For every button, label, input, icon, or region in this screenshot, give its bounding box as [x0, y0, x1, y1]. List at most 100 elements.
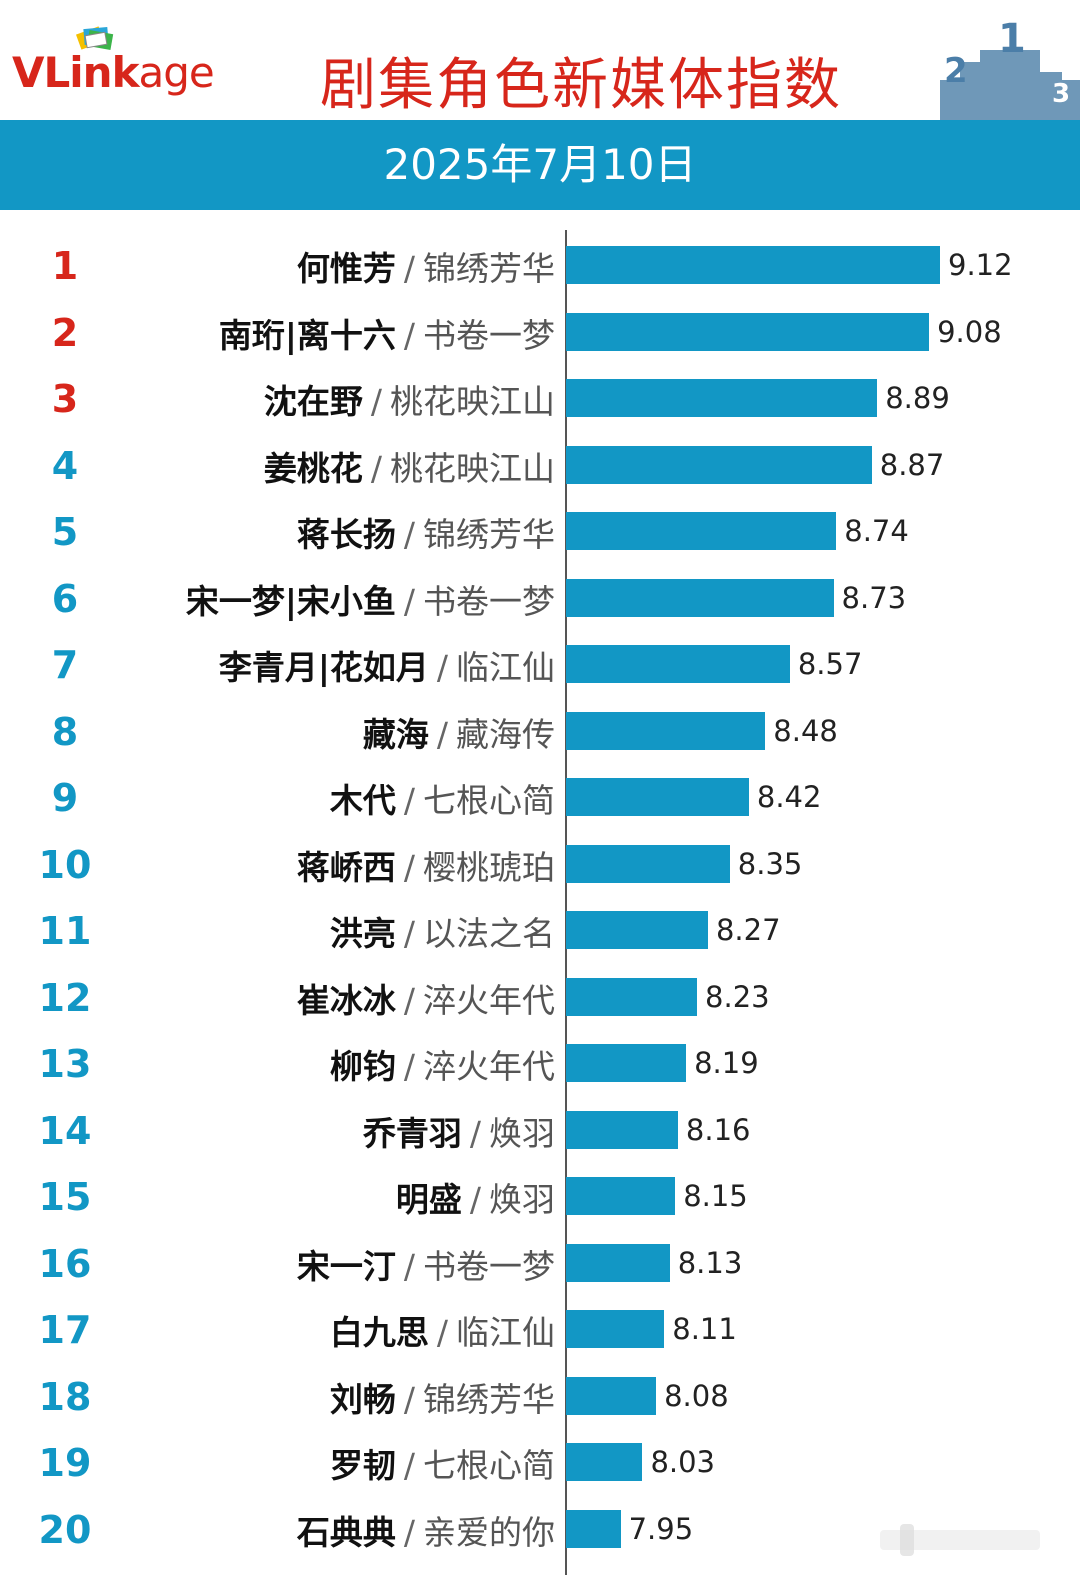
category-label: 崔冰冰 / 淬火年代	[297, 974, 555, 1022]
character-name: 蒋峤西	[296, 847, 396, 887]
ranking-bar-chart: 1 何惟芳 / 锦绣芳华 9.12 2 南珩|离十六 / 书卷一梦 9.08 3 沈在野 / 桃花映江山 8…	[0, 230, 1080, 1580]
chart-row: 12 崔冰冰 / 淬火年代 8.23	[0, 962, 1080, 1028]
category-label: 李青月|花如月 / 临江仙	[219, 641, 555, 689]
rank-number: 10	[38, 842, 92, 887]
show-title: 临江仙	[456, 648, 555, 687]
data-label: 8.89	[885, 381, 950, 415]
category-label: 沈在野 / 桃花映江山	[264, 375, 555, 423]
bar	[566, 512, 837, 550]
category-label: 柳钧 / 淬火年代	[330, 1040, 555, 1088]
chart-row: 7 李青月|花如月 / 临江仙 8.57	[0, 629, 1080, 695]
label-separator: /	[469, 1180, 481, 1219]
rank-number: 7	[51, 643, 79, 687]
svg-text:1: 1	[998, 20, 1026, 62]
category-label: 罗韧 / 七根心简	[330, 1439, 555, 1487]
category-label: 宋一汀 / 书卷一梦	[297, 1240, 555, 1288]
rank-number: 8	[51, 709, 79, 754]
svg-text:3: 3	[1052, 79, 1070, 109]
rank-number: 17	[38, 1308, 92, 1352]
bar	[566, 1310, 665, 1348]
bar	[566, 578, 834, 617]
data-label: 8.13	[677, 1245, 743, 1280]
category-label: 白九思 / 临江仙	[330, 1306, 555, 1354]
show-title: 书卷一梦	[423, 315, 555, 355]
label-separator: /	[403, 980, 415, 1020]
chart-row: 14 乔青羽 / 焕羽 8.16	[0, 1095, 1080, 1161]
label-separator: /	[370, 448, 382, 488]
rank-number: 9	[51, 776, 79, 820]
bar	[566, 1443, 643, 1481]
show-title: 书卷一梦	[423, 581, 555, 621]
page-title: 剧集角色新媒体指数	[320, 53, 842, 118]
chart-row: 15 明盛 / 焕羽 8.15	[0, 1161, 1080, 1227]
label-separator: /	[436, 648, 448, 687]
category-label: 明盛 / 焕羽	[396, 1173, 555, 1221]
data-label: 8.19	[694, 1046, 759, 1080]
data-label: 8.08	[664, 1378, 729, 1413]
category-label: 石典典 / 亲爱的你	[297, 1506, 555, 1554]
rank-number: 18	[38, 1374, 92, 1419]
rank-number: 14	[38, 1108, 92, 1153]
character-name: 明盛	[395, 1180, 462, 1219]
character-name: 南珩|离十六	[218, 315, 396, 355]
show-title: 桃花映江山	[390, 448, 555, 488]
character-name: 何惟芳	[296, 249, 396, 288]
category-label: 蒋长扬 / 锦绣芳华	[297, 508, 555, 556]
show-title: 七根心简	[423, 781, 555, 820]
show-title: 淬火年代	[423, 980, 555, 1020]
label-separator: /	[403, 781, 415, 820]
show-title: 七根心简	[423, 1446, 555, 1485]
bar	[566, 711, 766, 750]
chart-row: 16 宋一汀 / 书卷一梦 8.13	[0, 1228, 1080, 1294]
date-band: 2025年7月10日	[0, 120, 1080, 210]
character-name: 洪亮	[329, 914, 396, 953]
character-name: 宋一汀	[296, 1246, 396, 1286]
data-label: 8.16	[685, 1112, 751, 1147]
label-separator: /	[403, 1512, 415, 1552]
rank-number: 6	[51, 576, 79, 621]
category-axis-line	[565, 230, 567, 1575]
data-label: 8.15	[683, 1179, 748, 1213]
bar	[566, 1110, 678, 1149]
category-label: 藏海 / 藏海传	[363, 708, 555, 756]
data-label: 8.03	[650, 1445, 716, 1479]
label-separator: /	[403, 1047, 415, 1086]
bar	[566, 1376, 657, 1415]
data-label: 8.73	[841, 580, 907, 615]
data-label: 8.74	[844, 514, 909, 548]
watermark-icon	[880, 1524, 1040, 1556]
bar	[566, 645, 790, 683]
header: VLinkage 剧集角色新媒体指数 2 1 3	[0, 0, 1080, 120]
chart-row: 18 刘畅 / 锦绣芳华 8.08	[0, 1361, 1080, 1427]
bar	[566, 1243, 670, 1282]
character-name: 蒋长扬	[296, 515, 396, 554]
rank-number: 15	[38, 1175, 92, 1219]
category-label: 南珩|离十六 / 书卷一梦	[219, 309, 555, 357]
podium-icon: 2 1 3	[940, 20, 1080, 120]
bar	[566, 1177, 676, 1215]
category-label: 木代 / 七根心简	[330, 774, 555, 822]
data-label: 8.11	[672, 1312, 737, 1346]
bar	[566, 312, 930, 351]
show-title: 桃花映江山	[390, 382, 555, 421]
character-name: 沈在野	[263, 382, 363, 421]
label-separator: /	[403, 315, 415, 355]
character-name: 藏海	[362, 714, 429, 754]
chart-row: 3 沈在野 / 桃花映江山 8.89	[0, 363, 1080, 429]
label-separator: /	[403, 581, 415, 621]
rank-number: 20	[38, 1507, 92, 1552]
label-separator: /	[403, 847, 415, 887]
label-separator: /	[403, 1246, 415, 1286]
character-name: 白九思	[329, 1313, 429, 1352]
category-label: 宋一梦|宋小鱼 / 书卷一梦	[186, 575, 555, 623]
rank-number: 13	[38, 1042, 92, 1086]
show-title: 书卷一梦	[423, 1246, 555, 1286]
label-separator: /	[403, 914, 415, 953]
show-title: 焕羽	[489, 1113, 555, 1153]
category-label: 乔青羽 / 焕羽	[363, 1107, 555, 1155]
character-name: 刘畅	[329, 1379, 396, 1419]
data-label: 8.57	[797, 647, 863, 681]
rank-number: 5	[51, 510, 79, 554]
character-name: 宋一梦|宋小鱼	[185, 581, 396, 621]
svg-text:2: 2	[944, 51, 968, 91]
